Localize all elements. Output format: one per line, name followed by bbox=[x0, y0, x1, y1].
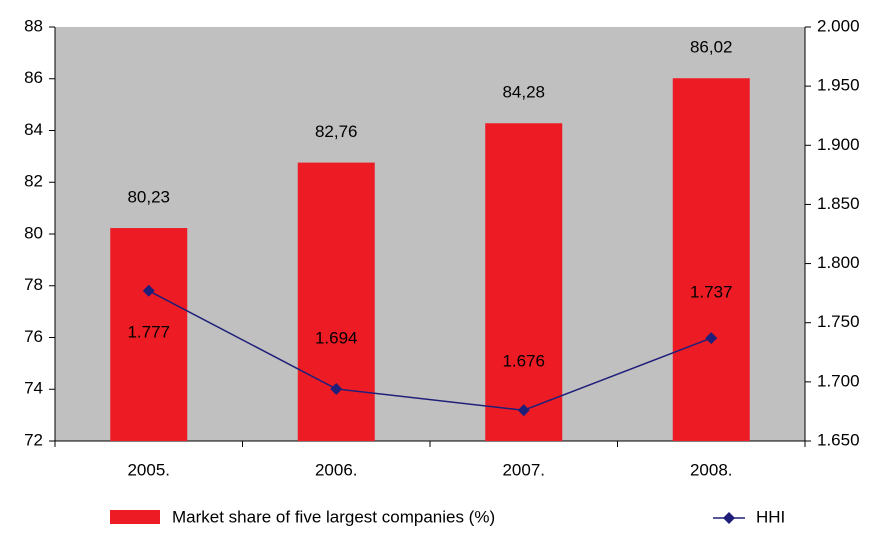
bar-value-label: 86,02 bbox=[690, 38, 733, 57]
bar-value-label: 82,76 bbox=[315, 122, 358, 141]
y-tick-label: 80 bbox=[24, 223, 43, 242]
y-tick-label: 78 bbox=[24, 275, 43, 294]
y2-tick-label: 1.900 bbox=[817, 135, 860, 154]
line-value-label: 1.777 bbox=[127, 322, 170, 341]
line-value-label: 1.676 bbox=[502, 352, 545, 371]
line-marker bbox=[142, 284, 155, 297]
y2-tick-label: 1.650 bbox=[817, 430, 860, 449]
y-tick-label: 88 bbox=[24, 16, 43, 35]
x-tick-label: 2006. bbox=[315, 460, 358, 479]
line-value-label: 1.694 bbox=[315, 328, 358, 347]
bar-value-label: 80,23 bbox=[127, 188, 170, 207]
y2-tick-label: 1.750 bbox=[817, 312, 860, 331]
y-tick-label: 84 bbox=[24, 120, 43, 139]
y2-tick-label: 1.850 bbox=[817, 194, 860, 213]
x-tick-label: 2007. bbox=[502, 460, 545, 479]
x-tick-label: 2005. bbox=[127, 460, 170, 479]
y-tick-label: 76 bbox=[24, 327, 43, 346]
legend-swatch bbox=[110, 510, 160, 524]
y2-tick-label: 1.950 bbox=[817, 76, 860, 95]
legend-marker bbox=[723, 512, 735, 524]
bar bbox=[485, 123, 563, 441]
legend-label: HHI bbox=[756, 507, 785, 526]
y2-tick-label: 2.000 bbox=[817, 16, 860, 35]
line-marker bbox=[330, 382, 343, 395]
y-tick-label: 72 bbox=[24, 430, 43, 449]
legend-label: Market share of five largest companies (… bbox=[172, 507, 495, 526]
y2-tick-label: 1.700 bbox=[817, 371, 860, 390]
y-tick-label: 74 bbox=[24, 379, 43, 398]
bar bbox=[297, 162, 375, 441]
y-tick-label: 86 bbox=[24, 68, 43, 87]
x-tick-label: 2008. bbox=[690, 460, 733, 479]
line-value-label: 1.737 bbox=[690, 283, 733, 302]
line-marker bbox=[517, 404, 530, 417]
bar-value-label: 84,28 bbox=[502, 83, 545, 102]
line-marker bbox=[705, 332, 718, 345]
line bbox=[148, 290, 712, 412]
y2-tick-label: 1.800 bbox=[817, 253, 860, 272]
bar bbox=[672, 78, 750, 442]
y-tick-label: 82 bbox=[24, 172, 43, 191]
bar bbox=[110, 228, 188, 441]
